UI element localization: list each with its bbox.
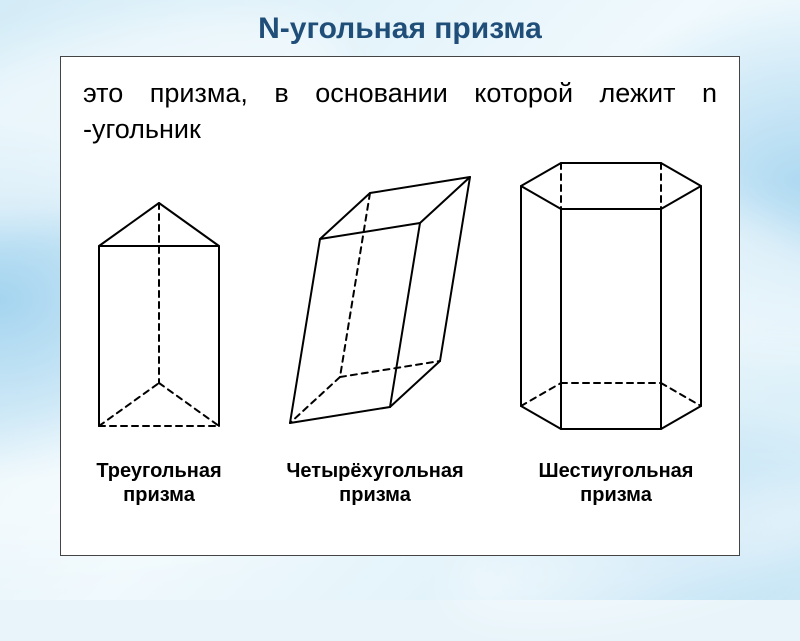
diagrams-row: Треугольнаяпризма Четырёхугольнаяпризма … [61,177,739,507]
content-panel: это призма, в основании которой лежит n … [60,56,740,556]
prism-label: Треугольнаяпризма [96,459,221,507]
hexagonal-prism-svg [506,131,726,451]
prism-label: Шестиугольнаяпризма [539,459,694,507]
prism-label: Четырёхугольнаяпризма [286,459,463,507]
prism-quadrilateral: Четырёхугольнаяпризма [270,161,480,507]
quadrilateral-prism-svg [270,161,480,451]
prism-hexagonal: Шестиугольнаяпризма [506,131,726,507]
triangular-prism-svg [74,191,244,451]
page-title: N-угольная призма [0,12,800,46]
prism-triangular: Треугольнаяпризма [74,191,244,507]
